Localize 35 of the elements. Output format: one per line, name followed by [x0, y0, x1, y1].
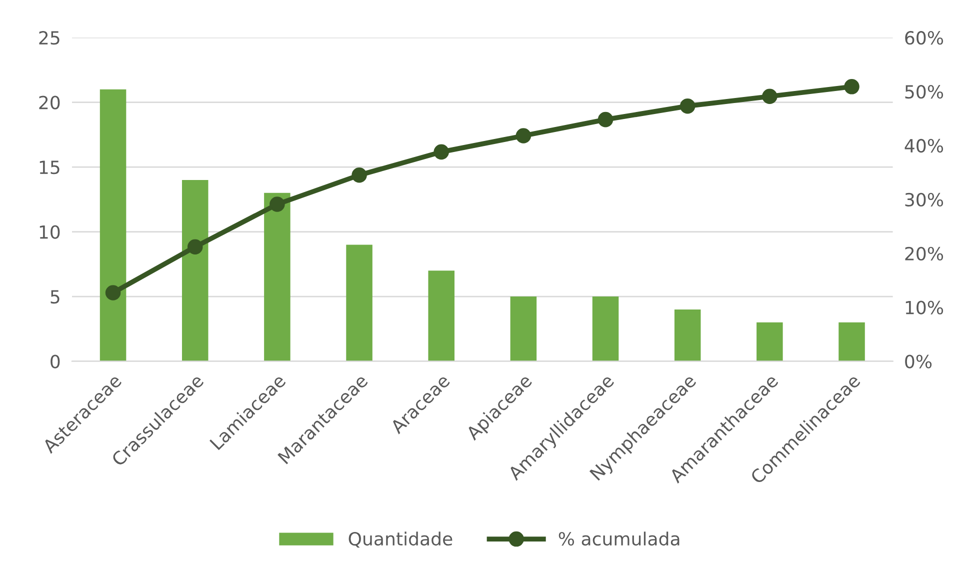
legend-label: % acumulada — [558, 532, 680, 546]
bar — [264, 192, 290, 362]
point — [352, 167, 367, 183]
y-tick-label: 5 — [50, 290, 60, 304]
y2-tick-label: 40% — [904, 138, 944, 153]
y2-tick-label: 10% — [906, 300, 944, 314]
point — [762, 88, 778, 104]
y2-tick-label: 30% — [905, 192, 944, 207]
point — [434, 144, 449, 160]
point — [844, 79, 860, 94]
bar — [428, 270, 454, 362]
y-tick-label: 15 — [40, 160, 60, 174]
y2-tick-label: 60% — [905, 31, 944, 45]
y-tick-label: 20 — [39, 96, 60, 110]
legend-label: Quantidade — [348, 532, 452, 548]
bar — [100, 89, 126, 362]
bar — [756, 322, 783, 362]
bar — [182, 180, 208, 362]
bar — [838, 322, 865, 362]
bar — [674, 309, 701, 362]
y-tick-label: 0 — [50, 354, 60, 368]
bar — [592, 296, 619, 362]
point — [598, 112, 614, 128]
y2-tick-label: 50% — [905, 84, 944, 99]
y-tick-label: 10 — [40, 225, 60, 239]
point — [270, 196, 285, 212]
y2-tick-label: 0% — [905, 354, 932, 368]
bar — [346, 244, 372, 362]
y2-tick-label: 20% — [905, 246, 944, 260]
point — [680, 98, 696, 114]
bar — [510, 296, 537, 362]
point — [516, 128, 532, 144]
point — [105, 285, 121, 300]
y-tick-label: 25 — [39, 31, 60, 45]
point — [187, 239, 203, 255]
